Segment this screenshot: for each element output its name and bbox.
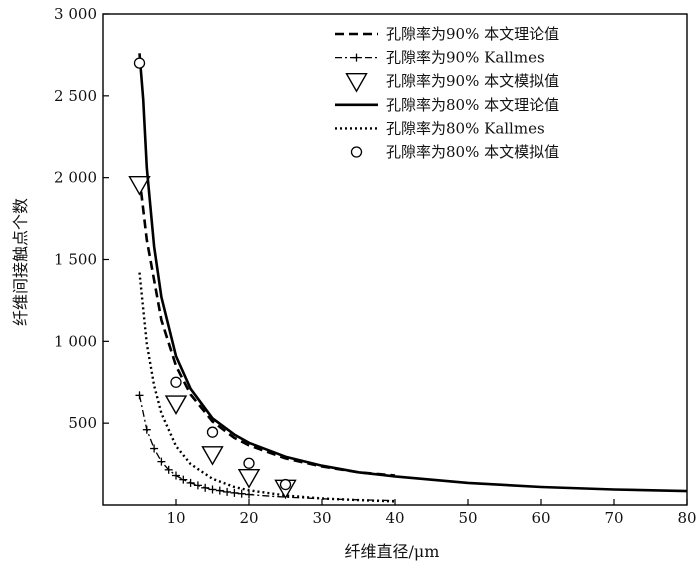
- legend-label: 孔隙率为80% Kallmes: [386, 119, 545, 137]
- x-tick-label: 10: [166, 509, 185, 527]
- plus-marker: [164, 465, 173, 474]
- x-tick-label: 40: [385, 509, 404, 527]
- circle-marker: [279, 478, 292, 491]
- plus-marker: [237, 489, 246, 498]
- x-tick-label: 50: [458, 509, 477, 527]
- triangle-marker: [201, 446, 224, 466]
- circle-marker: [170, 376, 182, 388]
- triangle-marker: [345, 72, 368, 93]
- legend-item: 孔隙率为90% Kallmes: [335, 49, 545, 67]
- plus-marker: [208, 485, 217, 494]
- y-tick-label: 1 000: [54, 332, 97, 350]
- plus-marker: [245, 490, 253, 499]
- y-tick-label: 1 500: [54, 251, 97, 269]
- circle-marker: [206, 426, 219, 438]
- y-axis-label: 纤维间接触点个数: [11, 198, 30, 326]
- series-line: [138, 53, 688, 493]
- plus-marker: [223, 487, 232, 496]
- legend-item: 孔隙率为90% 本文理论值: [335, 25, 559, 43]
- legend-label: 孔隙率为80% 本文理论值: [386, 96, 559, 114]
- plus-marker: [352, 53, 361, 62]
- legend-item: 孔隙率为80% 本文模拟值: [350, 143, 559, 161]
- axis-ticks: 10 20 30 40 50 60 70 80 500 1 000 1 500 2 000 2 500 3…: [54, 5, 697, 527]
- circle-marker: [133, 57, 146, 69]
- legend-item: 孔隙率为90% 本文模拟值: [345, 72, 559, 93]
- series-layer: [128, 53, 688, 503]
- x-tick-label: 60: [531, 509, 550, 527]
- x-tick-label: 20: [239, 509, 258, 527]
- plus-marker: [201, 483, 210, 492]
- plus-marker: [179, 475, 188, 484]
- plus-marker: [230, 488, 239, 497]
- x-axis-label: 纤维直径/μm: [345, 542, 440, 561]
- x-tick-label: 70: [604, 509, 623, 527]
- y-tick-label: 500: [68, 414, 97, 432]
- series-0: [138, 177, 396, 477]
- circle-marker: [350, 146, 363, 158]
- plus-marker: [157, 457, 166, 466]
- plus-marker: [135, 391, 144, 400]
- series-line: [138, 177, 396, 477]
- legend-label: 孔隙率为90% 本文理论值: [386, 25, 559, 43]
- circle-marker: [243, 457, 255, 469]
- plus-marker: [186, 478, 195, 487]
- series-5: [133, 57, 292, 491]
- legend-label: 孔隙率为90% 本文模拟值: [386, 72, 559, 90]
- legend-label: 孔隙率为80% 本文模拟值: [386, 143, 559, 161]
- legend-item: 孔隙率为80% Kallmes: [335, 119, 545, 137]
- plus-marker: [193, 481, 202, 490]
- legend-label: 孔隙率为90% Kallmes: [386, 49, 545, 67]
- legend-item: 孔隙率为80% 本文理论值: [335, 96, 559, 114]
- x-tick-label: 30: [312, 509, 331, 527]
- plus-marker: [150, 444, 159, 453]
- triangle-marker: [237, 468, 261, 489]
- triangle-marker: [128, 176, 151, 196]
- triangle-marker: [164, 395, 188, 415]
- plus-marker: [215, 486, 224, 495]
- y-tick-label: 2 000: [54, 169, 97, 187]
- y-tick-label: 3 000: [54, 5, 97, 23]
- x-tick-label: 80: [677, 509, 696, 527]
- plus-marker: [172, 471, 180, 480]
- series-3: [138, 53, 688, 493]
- plus-marker: [142, 425, 151, 434]
- y-tick-label: 2 500: [54, 87, 97, 105]
